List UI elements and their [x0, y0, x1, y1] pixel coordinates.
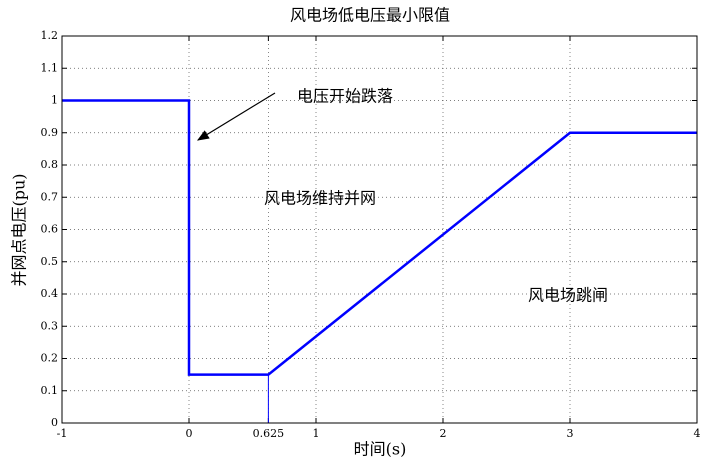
y-axis-label: 并网点电压(pu) — [10, 173, 29, 286]
data-line — [62, 99, 697, 376]
annotation-arrow — [196, 92, 276, 141]
y-tick-label: 0.2 — [41, 352, 59, 365]
y-tick-label: 0 — [51, 416, 58, 429]
x-tick-label: 3 — [567, 427, 574, 440]
y-tick-label: 0.7 — [41, 190, 59, 203]
annotation: 风电场跳闸 — [528, 286, 608, 305]
y-tick-label: 0.8 — [41, 158, 59, 171]
x-axis-label: 时间(s) — [354, 440, 407, 459]
x-tick-label: -1 — [57, 427, 68, 440]
x-tick-label: 4 — [694, 427, 701, 440]
y-tick-label: 1.1 — [41, 61, 59, 74]
y-tick-label: 0.9 — [41, 126, 59, 139]
chart-title: 风电场低电压最小限值 — [290, 6, 450, 25]
annotation: 风电场维持并网 — [264, 189, 376, 208]
y-tick-label: 1 — [51, 94, 58, 107]
y-tick-label: 0.6 — [41, 223, 59, 236]
lines — [62, 99, 697, 423]
y-tick-label: 0.5 — [41, 255, 59, 268]
x-tick-label: 1 — [313, 427, 320, 440]
annotation: 电压开始跌落 — [297, 87, 393, 106]
axes-box — [61, 35, 698, 424]
y-tick-label: 1.2 — [41, 29, 59, 42]
x-tick-label: 0 — [186, 427, 193, 440]
y-tick-label: 0.3 — [41, 319, 59, 332]
y-tick-label: 0.1 — [41, 384, 59, 397]
y-tick-label: 0.4 — [41, 287, 59, 300]
x-tick-label: 0.625 — [253, 427, 285, 440]
x-tick-label: 2 — [440, 427, 447, 440]
